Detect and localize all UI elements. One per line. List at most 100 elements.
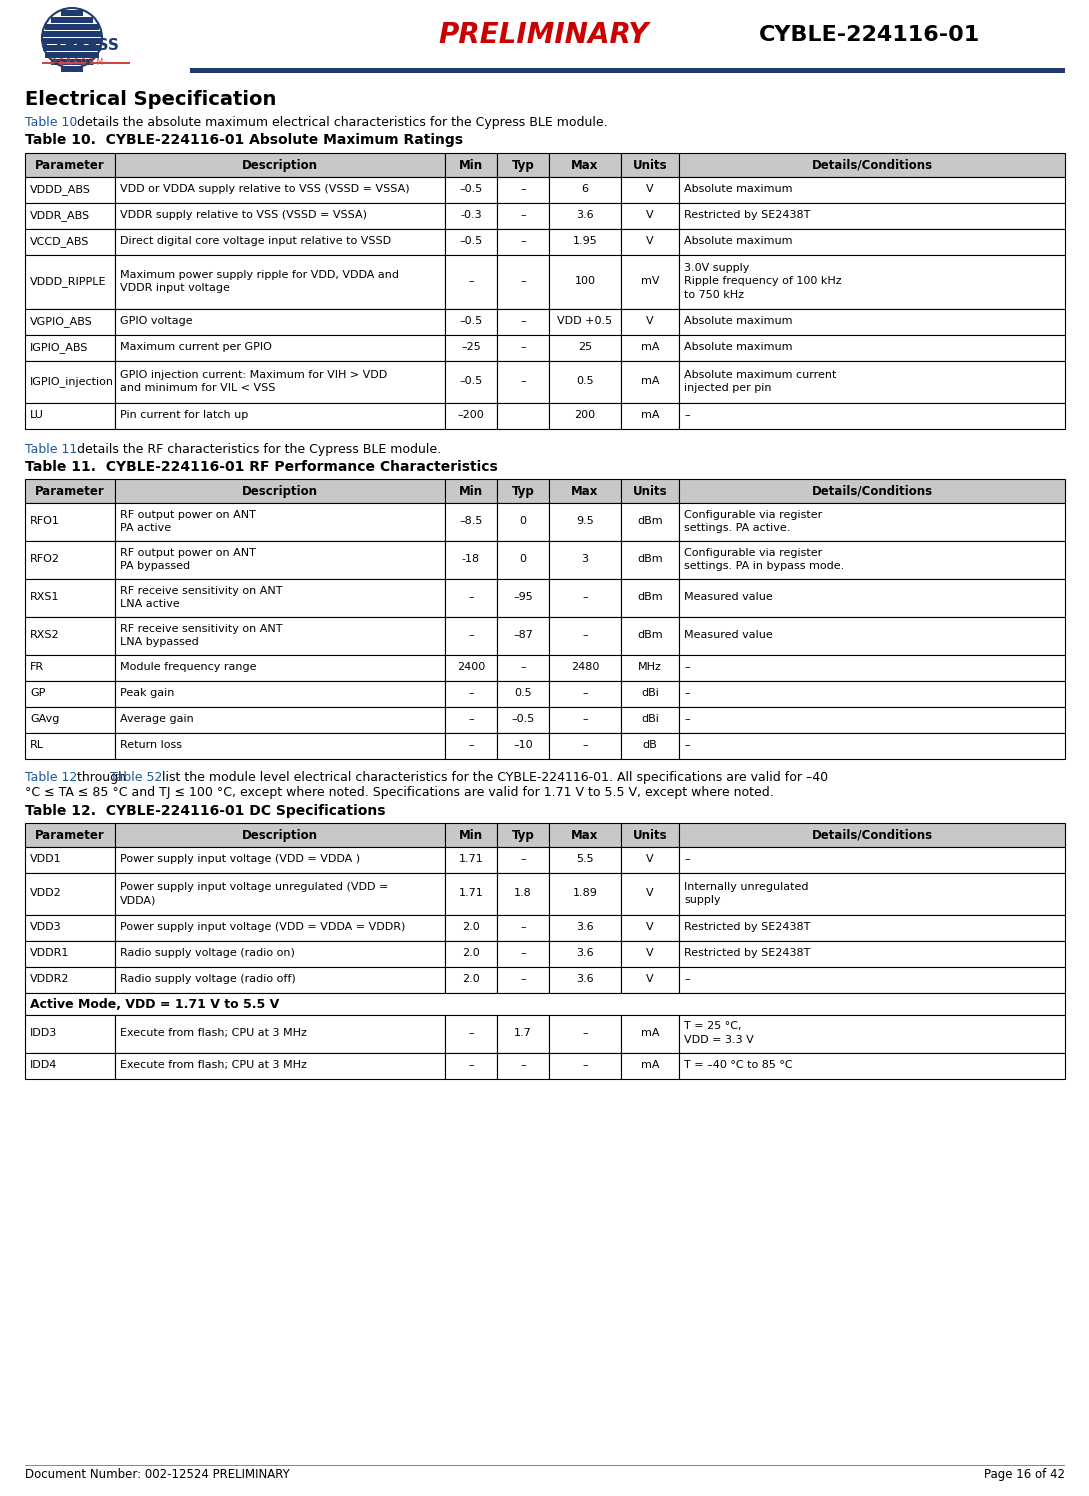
Bar — [680, 479, 1065, 503]
Text: 200: 200 — [574, 410, 596, 420]
Text: VDDR supply relative to VSS (VSSD = VSSA): VDDR supply relative to VSS (VSSD = VSSA… — [120, 211, 367, 220]
Bar — [497, 229, 549, 254]
Text: Units: Units — [633, 485, 668, 498]
Text: Direct digital core voltage input relative to VSSD: Direct digital core voltage input relati… — [120, 236, 391, 247]
Text: –: – — [583, 688, 588, 699]
Bar — [445, 177, 497, 203]
Text: PA active: PA active — [120, 524, 171, 533]
Bar — [680, 708, 1065, 733]
Text: –0.5: –0.5 — [460, 184, 482, 194]
Text: PRELIMINARY: PRELIMINARY — [439, 21, 649, 49]
Text: 2.0: 2.0 — [462, 948, 480, 959]
Bar — [115, 254, 445, 310]
Bar — [42, 31, 101, 36]
Text: –: – — [521, 184, 526, 194]
Bar — [25, 1014, 115, 1053]
Bar — [497, 335, 549, 361]
Text: Absolute maximum current: Absolute maximum current — [684, 370, 836, 380]
Text: Table 10: Table 10 — [25, 117, 77, 129]
Text: Min: Min — [458, 159, 484, 172]
Bar — [445, 542, 497, 579]
Bar — [549, 229, 621, 254]
Bar — [549, 966, 621, 993]
Bar — [25, 203, 115, 229]
Bar — [621, 402, 680, 429]
Text: 5.5: 5.5 — [576, 854, 594, 865]
Bar — [115, 1053, 445, 1079]
Bar — [445, 335, 497, 361]
Bar — [25, 579, 115, 616]
Text: VDDR2: VDDR2 — [30, 974, 70, 984]
Text: Active Mode, VDD = 1.71 V to 5.5 V: Active Mode, VDD = 1.71 V to 5.5 V — [30, 998, 279, 1010]
Bar — [497, 479, 549, 503]
Bar — [445, 916, 497, 941]
Text: VDD = 3.3 V: VDD = 3.3 V — [684, 1035, 754, 1046]
Bar — [445, 616, 497, 655]
Bar — [25, 941, 115, 966]
Bar — [497, 361, 549, 402]
Bar — [621, 479, 680, 503]
Bar — [621, 579, 680, 616]
Text: Details/Conditions: Details/Conditions — [811, 159, 932, 172]
Text: –0.5: –0.5 — [460, 236, 482, 247]
Bar — [549, 402, 621, 429]
Bar — [621, 966, 680, 993]
Text: Ripple frequency of 100 kHz: Ripple frequency of 100 kHz — [684, 277, 842, 286]
Text: 1.71: 1.71 — [458, 889, 484, 898]
Text: RFO1: RFO1 — [30, 516, 60, 527]
Text: CYPRESS: CYPRESS — [42, 37, 119, 52]
Text: –: – — [583, 714, 588, 724]
Text: V: V — [646, 316, 653, 326]
Text: –: – — [521, 377, 526, 386]
Bar — [115, 503, 445, 542]
Bar — [497, 681, 549, 708]
Bar — [115, 203, 445, 229]
Text: Maximum current per GPIO: Maximum current per GPIO — [120, 343, 272, 352]
Bar — [497, 254, 549, 310]
Bar — [25, 966, 115, 993]
Text: to 750 kHz: to 750 kHz — [684, 290, 744, 299]
Text: MHz: MHz — [638, 663, 662, 672]
Bar — [621, 708, 680, 733]
Text: Page 16 of 42: Page 16 of 42 — [984, 1468, 1065, 1481]
Text: Restricted by SE2438T: Restricted by SE2438T — [684, 948, 810, 959]
Text: V: V — [646, 854, 653, 865]
Bar — [115, 335, 445, 361]
Bar — [549, 177, 621, 203]
Bar — [497, 177, 549, 203]
Text: Module frequency range: Module frequency range — [120, 663, 257, 672]
Bar — [621, 229, 680, 254]
Text: FR: FR — [30, 663, 45, 672]
Text: –: – — [583, 1028, 588, 1038]
Bar — [621, 916, 680, 941]
Bar — [549, 847, 621, 874]
Bar — [549, 335, 621, 361]
Text: Absolute maximum: Absolute maximum — [684, 184, 793, 194]
Text: Typ: Typ — [512, 159, 535, 172]
Text: Max: Max — [572, 485, 599, 498]
Text: V: V — [646, 184, 653, 194]
Text: mA: mA — [640, 343, 659, 352]
Text: –: – — [583, 592, 588, 603]
Text: Description: Description — [242, 829, 318, 842]
Bar — [115, 966, 445, 993]
Bar — [50, 16, 94, 22]
Text: V: V — [646, 974, 653, 984]
Bar — [621, 177, 680, 203]
Text: Power supply input voltage (VDD = VDDA = VDDR): Power supply input voltage (VDD = VDDA =… — [120, 922, 405, 932]
Bar — [497, 941, 549, 966]
Text: GP: GP — [30, 688, 46, 699]
Text: details the absolute maximum electrical characteristics for the Cypress BLE modu: details the absolute maximum electrical … — [73, 117, 608, 129]
Text: –: – — [684, 688, 689, 699]
Text: mA: mA — [640, 377, 659, 386]
Text: 6: 6 — [582, 184, 588, 194]
Bar — [680, 916, 1065, 941]
Text: Radio supply voltage (radio off): Radio supply voltage (radio off) — [120, 974, 296, 984]
Text: Units: Units — [633, 829, 668, 842]
Text: -0.3: -0.3 — [461, 211, 481, 220]
Text: VDD or VDDA supply relative to VSS (VSSD = VSSA): VDD or VDDA supply relative to VSS (VSSD… — [120, 184, 409, 194]
Text: VDDD_RIPPLE: VDDD_RIPPLE — [30, 277, 107, 287]
Text: 3.6: 3.6 — [576, 211, 594, 220]
Text: dB: dB — [643, 741, 658, 751]
Bar — [42, 37, 102, 43]
